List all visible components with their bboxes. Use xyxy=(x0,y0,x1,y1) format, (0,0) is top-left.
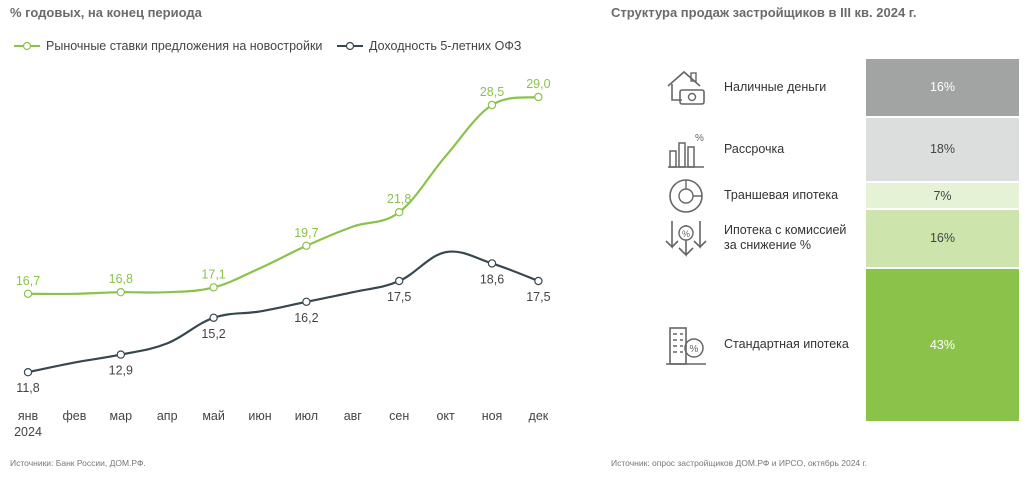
ofz-point-6 xyxy=(302,297,311,306)
market-rates-label-4: 17,1 xyxy=(201,267,225,281)
market-rates-label-0: 16,7 xyxy=(16,274,40,288)
structure-block-3: 16% xyxy=(866,210,1019,267)
market-rates-point-10 xyxy=(487,100,497,110)
x-tick-label-0: янв xyxy=(18,409,39,423)
legend-label-market-rates: Рыночные ставки предложения на новострой… xyxy=(46,39,323,53)
legend-line-dark-icon xyxy=(337,41,363,51)
ofz-label-8: 17,5 xyxy=(387,290,411,304)
structure-block-2: 7% xyxy=(866,183,1019,209)
structure-category-label-4: Стандартная ипотека xyxy=(724,337,849,352)
legend-label-ofz: Доходность 5-летних ОФЗ xyxy=(369,39,522,53)
structure-value-label-4: 43% xyxy=(929,337,956,352)
market-rates-label-11: 29,0 xyxy=(526,77,550,91)
market-rates-label-8: 21,8 xyxy=(387,192,411,206)
line-chart: 16,7 16,8 17,1 19,7 21,8 28,5 29,0 11,8 12,9 15,2… xyxy=(14,77,551,439)
structure-chart-title: Структура продаж застройщиков в III кв. … xyxy=(611,5,917,20)
market-rates-line xyxy=(27,95,539,296)
line-chart-title: % годовых, на конец периода xyxy=(10,5,202,20)
ofz-point-8 xyxy=(395,276,404,286)
x-tick-label-6: июл xyxy=(295,409,318,423)
ofz-point-11 xyxy=(534,276,543,286)
x-tick-label-3: апр xyxy=(157,409,178,423)
ofz-point-4 xyxy=(209,313,218,322)
x-tick-label-9: окт xyxy=(436,409,455,423)
structure-block-1: 18% xyxy=(866,117,1019,182)
svg-text:%: % xyxy=(695,133,704,144)
x-tick-label-1: фев xyxy=(62,409,86,423)
legend-item-ofz: Доходность 5-летних ОФЗ xyxy=(337,39,521,53)
ofz-label-11: 17,5 xyxy=(526,290,550,304)
market-rates-label-2: 16,8 xyxy=(109,272,133,286)
structure-block-4: 43% xyxy=(866,268,1019,421)
ofz-point-0 xyxy=(23,368,33,377)
svg-text:%: % xyxy=(682,229,690,239)
x-tick-label-7: авг xyxy=(344,409,363,423)
ofz-line xyxy=(27,250,539,374)
x-tick-label-8: сен xyxy=(389,409,409,423)
structure-category-label-3: Ипотека с комиссией за снижение % xyxy=(724,223,847,253)
structure-value-label-2: 7% xyxy=(933,188,952,203)
ofz-point-2 xyxy=(116,350,126,359)
structure-category-label-1: Рассрочка xyxy=(724,142,785,156)
ofz-label-10: 18,6 xyxy=(480,272,504,286)
ofz-point-10 xyxy=(487,259,497,268)
svg-text:%: % xyxy=(690,344,699,355)
x-tick-label-4: май xyxy=(202,409,225,423)
x-year-label: 2024 xyxy=(14,425,42,439)
legend-item-market-rates: Рыночные ставки предложения на новострой… xyxy=(14,39,322,53)
building-percent-icon: % xyxy=(666,327,706,365)
market-rates-point-2 xyxy=(116,287,126,297)
ofz-label-0: 11,8 xyxy=(16,381,39,395)
down-arrows-percent-icon: % xyxy=(665,221,707,258)
legend-line-green-icon xyxy=(14,41,40,51)
ofz-label-2: 12,9 xyxy=(109,364,133,378)
structure-block-0: 16% xyxy=(866,59,1019,116)
market-rates-point-6 xyxy=(302,241,311,250)
line-chart-source: Источники: Банк России, ДОМ.РФ. xyxy=(10,458,146,468)
market-rates-point-4 xyxy=(209,283,218,292)
x-tick-label-10: ноя xyxy=(482,409,503,423)
ofz-label-6: 16,2 xyxy=(294,311,318,325)
structure-value-label-1: 18% xyxy=(929,142,956,157)
ofz-label-4: 15,2 xyxy=(201,327,225,341)
x-tick-label-11: дек xyxy=(529,409,549,423)
market-rates-label-10: 28,5 xyxy=(480,85,504,99)
market-rates-point-11 xyxy=(534,92,543,102)
structure-chart-source: Источник: опрос застройщиков ДОМ.РФ и ИР… xyxy=(611,458,867,468)
pie-chart-icon xyxy=(669,178,703,213)
structure-value-label-0: 16% xyxy=(929,80,956,95)
structure-category-label-0: Наличные деньги xyxy=(724,79,827,94)
structure-value-label-3: 16% xyxy=(929,231,956,246)
structure-category-label-2: Траншевая ипотека xyxy=(724,188,839,203)
market-rates-point-0 xyxy=(23,289,33,298)
x-tick-label-2: мар xyxy=(110,409,133,423)
x-tick-label-5: июн xyxy=(248,409,271,423)
house-money-icon xyxy=(667,71,705,106)
market-rates-point-8 xyxy=(395,207,404,217)
market-rates-label-6: 19,7 xyxy=(294,226,318,240)
chart-percent-icon: % xyxy=(668,133,704,168)
